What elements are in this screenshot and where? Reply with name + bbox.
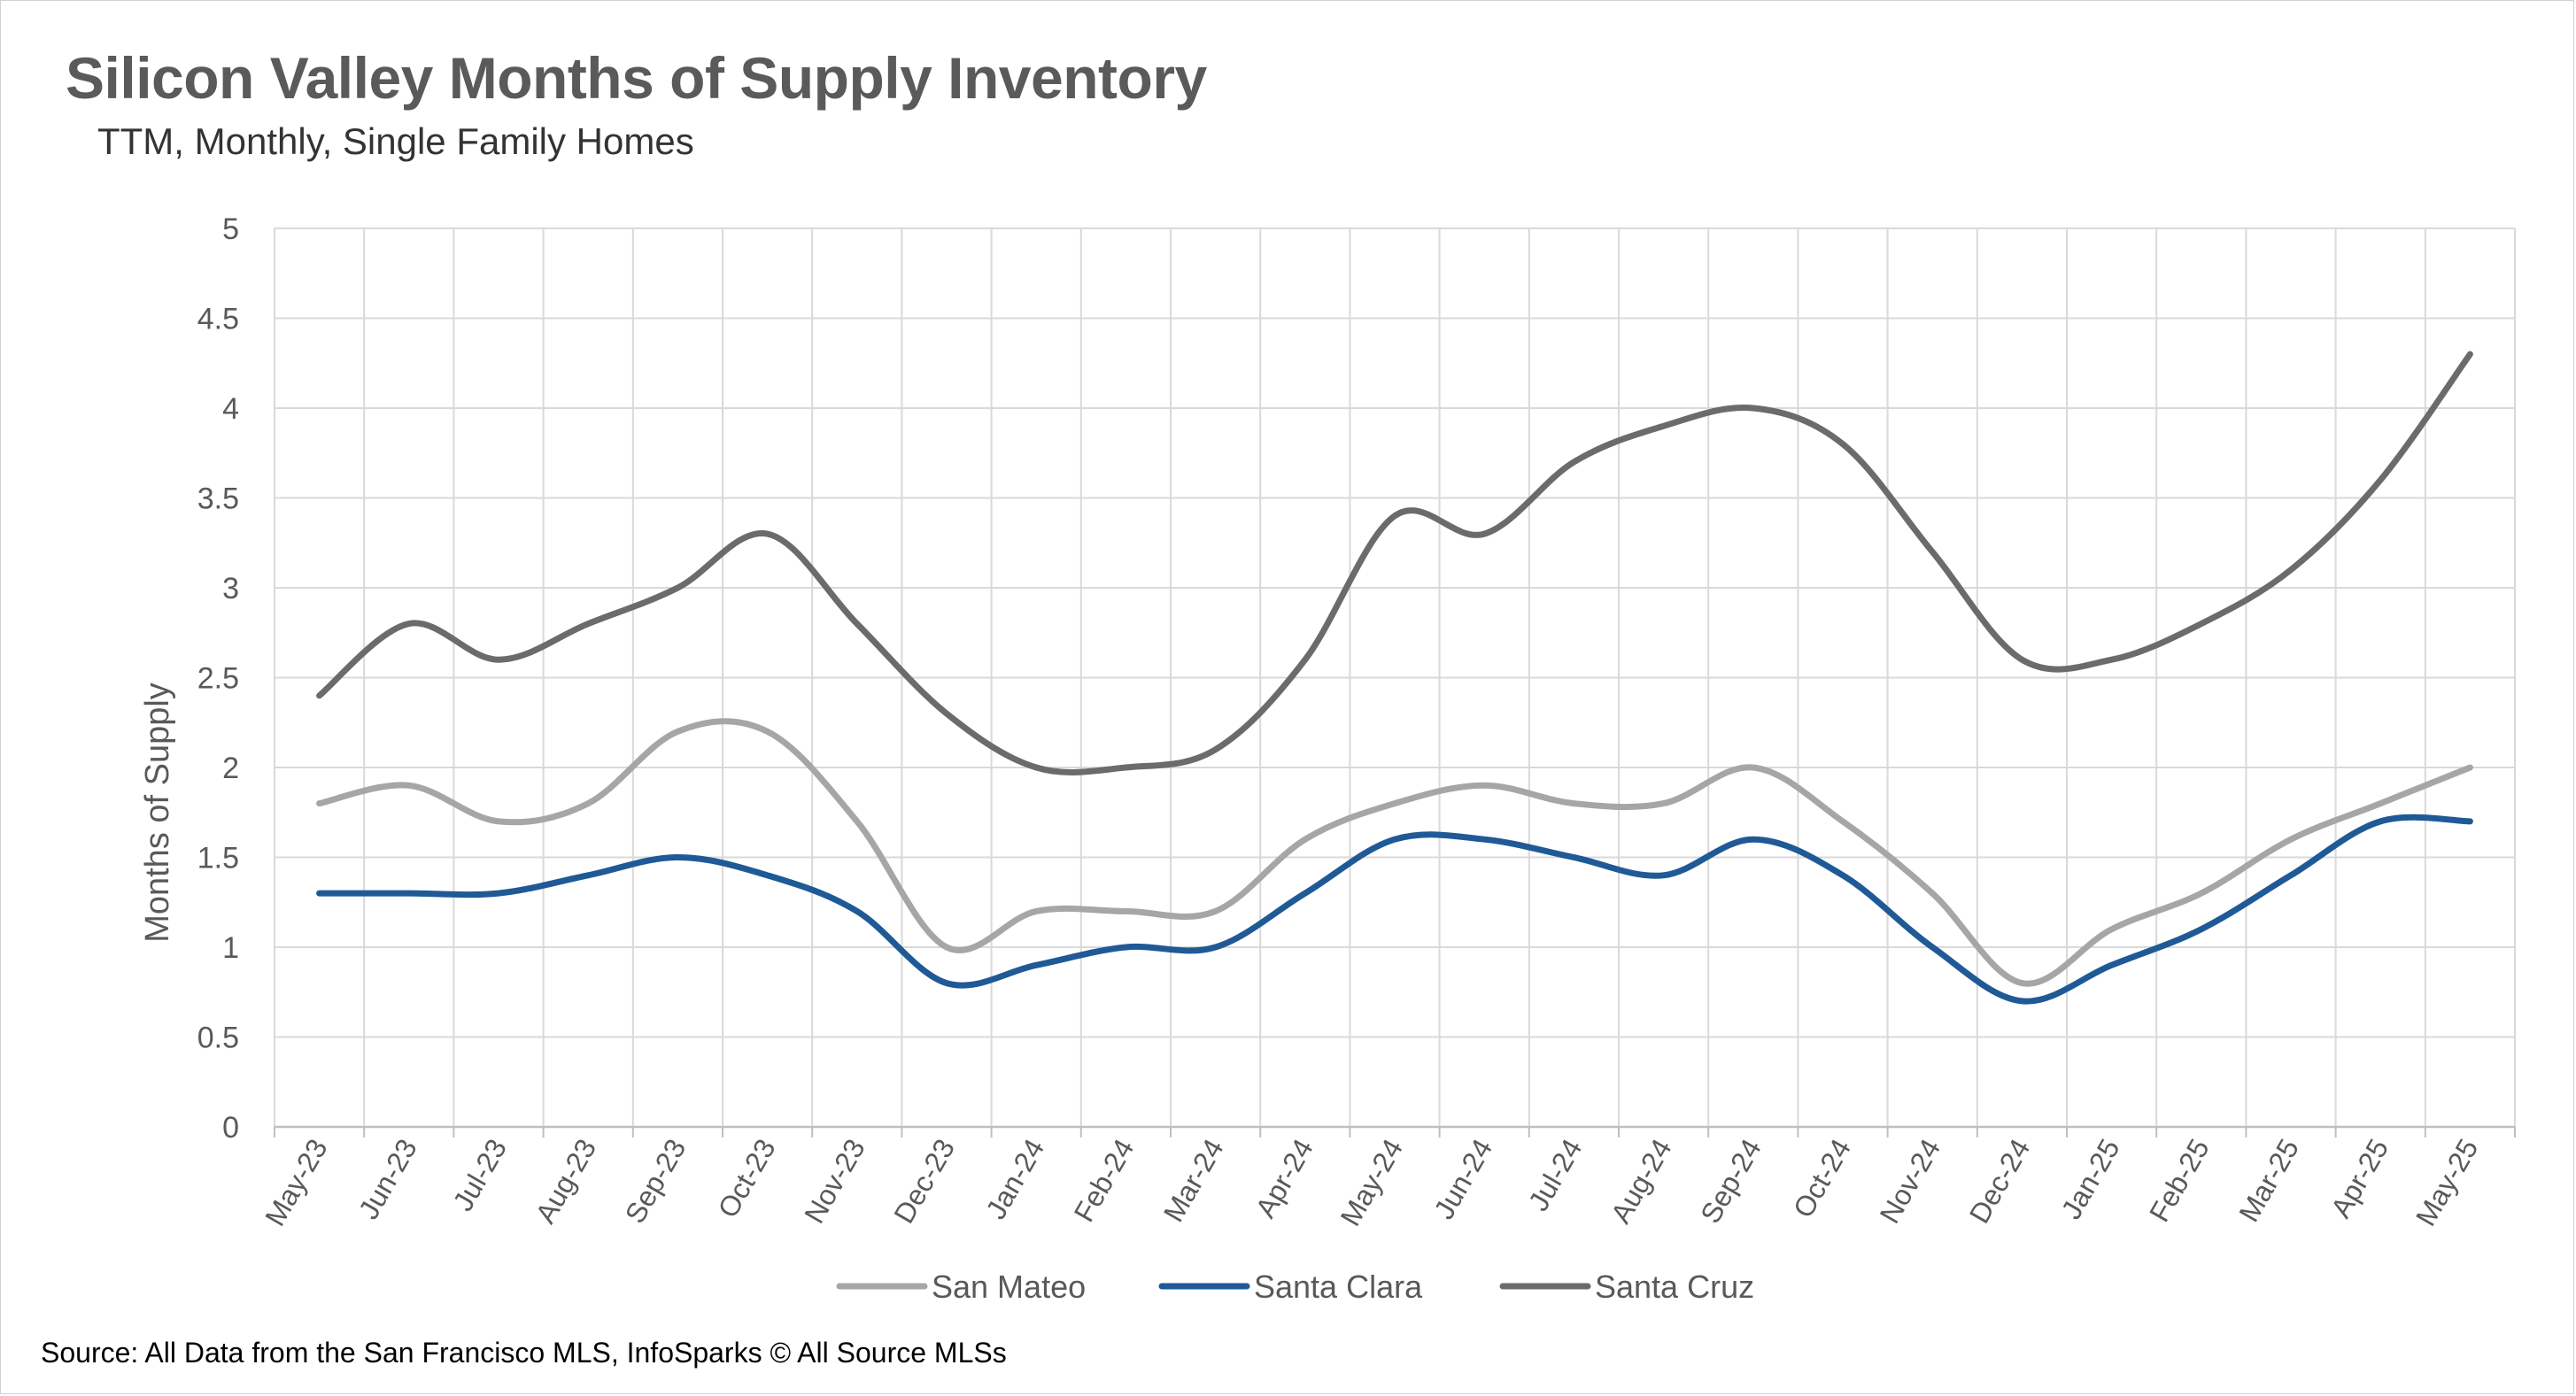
y-tick-label: 5 xyxy=(222,212,239,246)
x-tick-label: May-23 xyxy=(259,1134,334,1231)
x-tick-label: Dec-23 xyxy=(887,1134,961,1229)
legend-label-santa-cruz: Santa Cruz xyxy=(1595,1269,1754,1305)
series-line-santa-clara xyxy=(316,814,2473,1005)
x-tick-label: Jul-24 xyxy=(1522,1134,1589,1216)
x-tick-label: Jan-25 xyxy=(2055,1134,2126,1225)
y-tick-label: 3.5 xyxy=(197,482,239,516)
y-tick-label: 0.5 xyxy=(197,1022,239,1055)
x-axis-ticks: May-23 Jun-23 Jul-23 Aug-23 Sep-23 Oct-23 Nov-… xyxy=(259,1134,2484,1231)
legend-label-santa-clara: Santa Clara xyxy=(1254,1269,1423,1305)
x-tick-label: Apr-24 xyxy=(1249,1134,1319,1223)
x-tick-label: Nov-24 xyxy=(1874,1134,1947,1229)
x-tick-label: Nov-23 xyxy=(798,1134,871,1229)
x-tick-label: Jul-23 xyxy=(446,1134,513,1216)
x-tick-label: Jan-24 xyxy=(979,1134,1050,1225)
source-note: Source: All Data from the San Francisco … xyxy=(41,1337,1007,1369)
x-tick-label: Sep-23 xyxy=(619,1134,692,1229)
series-line-san-mateo xyxy=(316,718,2473,987)
chart-title: Silicon Valley Months of Supply Inventor… xyxy=(66,45,1207,111)
x-tick-label: May-24 xyxy=(1334,1134,1410,1231)
x-tick-label: Mar-24 xyxy=(1157,1134,1230,1228)
x-tick-label: Feb-24 xyxy=(1068,1134,1141,1228)
x-tick-label: Sep-24 xyxy=(1694,1134,1768,1229)
y-tick-label: 1.5 xyxy=(197,842,239,875)
chart-legend: San Mateo Santa Clara Santa Cruz xyxy=(836,1269,1754,1305)
y-tick-label: 4 xyxy=(222,392,239,426)
x-tick-label: Jun-23 xyxy=(352,1134,423,1225)
y-tick-label: 1 xyxy=(222,931,239,965)
y-tick-label: 2.5 xyxy=(197,662,239,696)
x-tick-label: Jun-24 xyxy=(1427,1134,1498,1225)
x-tick-label: Aug-23 xyxy=(529,1134,602,1229)
x-tick-label: Oct-24 xyxy=(1787,1134,1857,1223)
chart-subtitle: TTM, Monthly, Single Family Homes xyxy=(97,120,694,162)
x-tick-label: Feb-25 xyxy=(2143,1134,2216,1228)
x-tick-label: Dec-24 xyxy=(1963,1134,2037,1229)
series-lines xyxy=(316,351,2473,1005)
y-axis-label: Months of Supply xyxy=(139,683,176,943)
y-tick-label: 3 xyxy=(222,572,239,605)
x-tick-label: Oct-23 xyxy=(711,1134,781,1223)
chart-gridlines xyxy=(274,228,2516,1138)
series-line-santa-cruz xyxy=(316,351,2473,775)
y-tick-label: 4.5 xyxy=(197,303,239,336)
y-axis-ticks: 0 0.5 1 1.5 2 2.5 3 3.5 4 4.5 5 xyxy=(197,212,239,1145)
x-tick-label: Apr-25 xyxy=(2325,1134,2394,1223)
x-tick-label: Mar-25 xyxy=(2232,1134,2305,1228)
y-tick-label: 0 xyxy=(222,1111,239,1145)
x-tick-label: Aug-24 xyxy=(1605,1134,1678,1229)
legend-label-san-mateo: San Mateo xyxy=(932,1269,1086,1305)
x-tick-label: May-25 xyxy=(2410,1134,2485,1231)
y-tick-label: 2 xyxy=(222,752,239,785)
